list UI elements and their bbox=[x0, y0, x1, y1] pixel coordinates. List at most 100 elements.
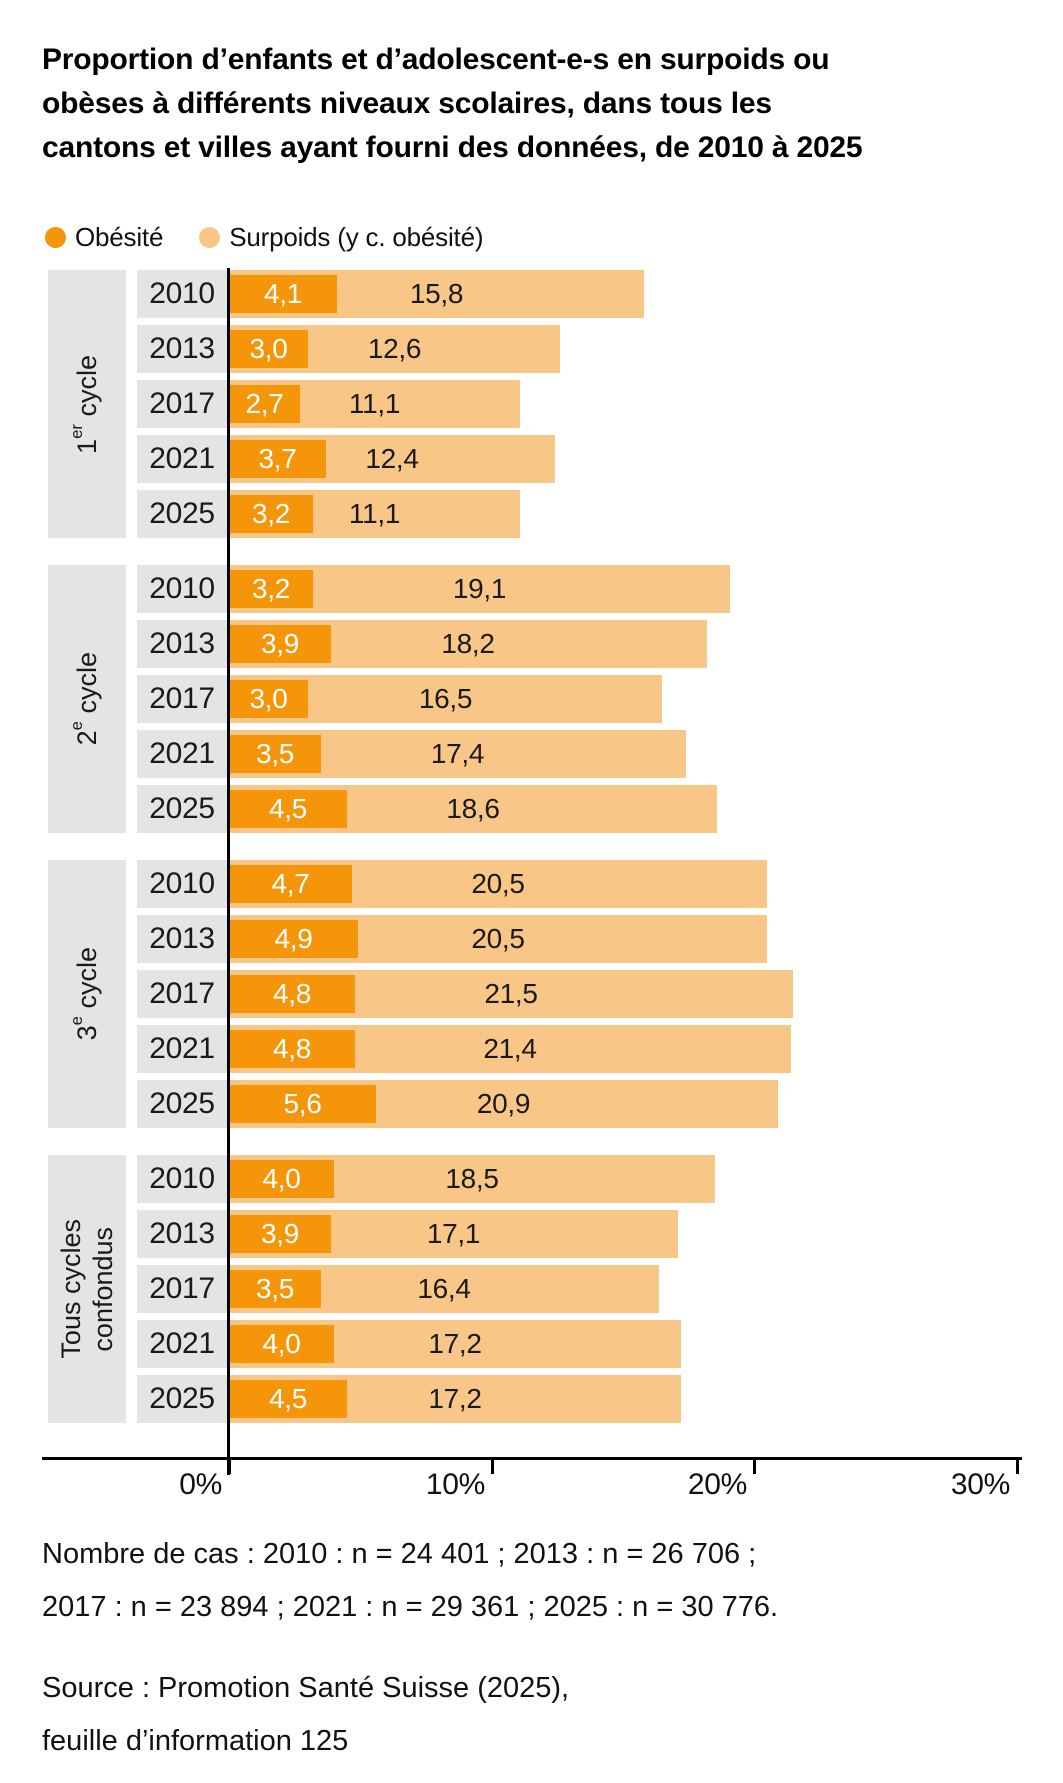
case-count-note: Nombre de cas : 2010 : n = 24 401 ; 2013… bbox=[42, 1528, 1037, 1634]
obesite-bar bbox=[229, 1085, 376, 1123]
obesite-bar bbox=[229, 1030, 355, 1068]
obesite-value-label: 3,9 bbox=[260, 628, 300, 659]
source-note-line-1: Source : Promotion Santé Suisse (2025), bbox=[42, 1672, 570, 1704]
obesite-value-label: 2,7 bbox=[245, 388, 284, 419]
surpoids-value-label: 17,1 bbox=[426, 1218, 481, 1249]
surpoids-value-label: 18,2 bbox=[441, 628, 495, 659]
x-axis-tick-label: 10% bbox=[425, 1468, 485, 1501]
obesite-value-label: 4,8 bbox=[272, 1033, 312, 1064]
year-label: 2013 bbox=[137, 620, 227, 668]
year-label: 2017 bbox=[137, 1265, 227, 1313]
year-label: 2017 bbox=[137, 970, 227, 1018]
obesite-bar bbox=[229, 330, 308, 368]
chart-title-line-1: Proportion d’enfants et d’adolescent-e-s… bbox=[42, 43, 830, 76]
case-count-note-line-2: 2017 : n = 23 894 ; 2021 : n = 29 361 ; … bbox=[42, 1591, 779, 1623]
surpoids-value-label: 16,4 bbox=[417, 1273, 471, 1304]
group-label-text: Tous cycles confondus bbox=[56, 1219, 118, 1359]
surpoids-value-label: 12,4 bbox=[365, 443, 419, 474]
obesite-value-label: 3,2 bbox=[251, 498, 291, 529]
obesite-value-label: 3,9 bbox=[260, 1218, 300, 1249]
year-label: 2013 bbox=[137, 915, 227, 963]
surpoids-value-label: 20,5 bbox=[471, 868, 525, 899]
year-label: 2025 bbox=[137, 1080, 227, 1128]
surpoids-value-label: 20,9 bbox=[476, 1088, 531, 1119]
obesite-value-label: 3,7 bbox=[258, 443, 297, 474]
obesite-value-label: 4,9 bbox=[274, 923, 313, 954]
obesite-bar bbox=[229, 385, 300, 423]
obesite-bar bbox=[229, 1325, 334, 1363]
source-note-line-2: feuille d’information 125 bbox=[42, 1725, 349, 1757]
year-label: 2021 bbox=[137, 1025, 227, 1073]
obesite-bar bbox=[229, 275, 337, 313]
obesite-value-label: 3,0 bbox=[249, 333, 288, 364]
year-label: 2021 bbox=[137, 1320, 227, 1368]
year-label: 2025 bbox=[137, 785, 227, 833]
group-label-text: 2e cycle bbox=[67, 652, 102, 746]
obesite-bar bbox=[229, 440, 326, 478]
group-label-text: 3e cycle bbox=[67, 947, 102, 1041]
group-label-2: 2e cycle bbox=[48, 565, 126, 833]
zero-baseline bbox=[227, 268, 230, 1475]
obesite-value-label: 3,2 bbox=[251, 573, 291, 604]
group-label-4: Tous cycles confondus bbox=[48, 1155, 126, 1423]
legend-dot-surpoids-icon bbox=[199, 227, 221, 248]
source-note: Source : Promotion Santé Suisse (2025), … bbox=[42, 1662, 1037, 1768]
surpoids-value-label: 16,5 bbox=[418, 683, 473, 714]
group-label-1: 1er cycle bbox=[48, 270, 126, 538]
surpoids-value-label: 15,8 bbox=[409, 278, 464, 309]
x-axis-tick bbox=[491, 1459, 494, 1474]
obesite-bar bbox=[229, 975, 355, 1013]
year-label: 2013 bbox=[137, 325, 227, 373]
legend-label-surpoids: Surpoids (y c. obésité) bbox=[229, 222, 484, 252]
chart-title: Proportion d’enfants et d’adolescent-e-s… bbox=[42, 38, 1037, 170]
obesite-bar bbox=[229, 625, 331, 663]
surpoids-value-label: 17,2 bbox=[428, 1383, 482, 1414]
obesite-bar bbox=[229, 1215, 331, 1253]
surpoids-value-label: 20,5 bbox=[471, 923, 525, 954]
surpoids-value-label: 11,1 bbox=[348, 498, 401, 529]
year-label: 2010 bbox=[137, 1155, 227, 1203]
legend: Obésité Surpoids (y c. obésité) bbox=[45, 222, 483, 253]
year-label: 2010 bbox=[137, 565, 227, 613]
group-label-3: 3e cycle bbox=[48, 860, 126, 1128]
surpoids-value-label: 18,5 bbox=[445, 1163, 499, 1194]
obesite-value-label: 4,7 bbox=[271, 868, 310, 899]
obesite-value-label: 3,5 bbox=[255, 738, 295, 769]
obesite-bar bbox=[229, 790, 347, 828]
obesite-value-label: 3,0 bbox=[249, 683, 288, 714]
obesite-bar bbox=[229, 570, 313, 608]
surpoids-value-label: 19,1 bbox=[452, 573, 507, 604]
x-axis-tick-label: 20% bbox=[687, 1468, 747, 1501]
legend-item-surpoids: Surpoids (y c. obésité) bbox=[199, 222, 483, 253]
obesite-value-label: 4,5 bbox=[268, 1383, 308, 1414]
chart-title-line-2: obèses à différents niveaux scolaires, d… bbox=[42, 87, 772, 120]
surpoids-value-label: 17,2 bbox=[428, 1328, 482, 1359]
obesite-bar bbox=[229, 680, 308, 718]
year-label: 2013 bbox=[137, 1210, 227, 1258]
obesite-bar bbox=[229, 495, 313, 533]
obesite-value-label: 4,0 bbox=[262, 1163, 301, 1194]
x-axis-tick-label: 30% bbox=[950, 1468, 1010, 1501]
year-label: 2017 bbox=[137, 380, 227, 428]
x-axis-tick bbox=[1016, 1459, 1019, 1474]
year-label: 2017 bbox=[137, 675, 227, 723]
legend-dot-obesite-icon bbox=[45, 227, 66, 248]
surpoids-value-label: 12,6 bbox=[367, 333, 422, 364]
obesite-bar bbox=[229, 1160, 334, 1198]
case-count-note-line-1: Nombre de cas : 2010 : n = 24 401 ; 2013… bbox=[42, 1538, 757, 1570]
x-axis-tick bbox=[753, 1459, 756, 1474]
x-axis-line bbox=[42, 1457, 1022, 1460]
surpoids-value-label: 17,4 bbox=[430, 738, 485, 769]
obesite-value-label: 5,6 bbox=[283, 1088, 322, 1119]
legend-label-obesite: Obésité bbox=[75, 222, 164, 252]
surpoids-value-label: 11,1 bbox=[348, 388, 401, 419]
year-label: 2010 bbox=[137, 860, 227, 908]
obesite-value-label: 4,1 bbox=[263, 278, 303, 309]
group-label-text: 1er cycle bbox=[67, 354, 102, 454]
year-label: 2010 bbox=[137, 270, 227, 318]
obesite-bar bbox=[229, 735, 321, 773]
obesite-bar bbox=[229, 1270, 321, 1308]
obesite-value-label: 4,5 bbox=[268, 793, 308, 824]
obesite-value-label: 4,8 bbox=[272, 978, 312, 1009]
